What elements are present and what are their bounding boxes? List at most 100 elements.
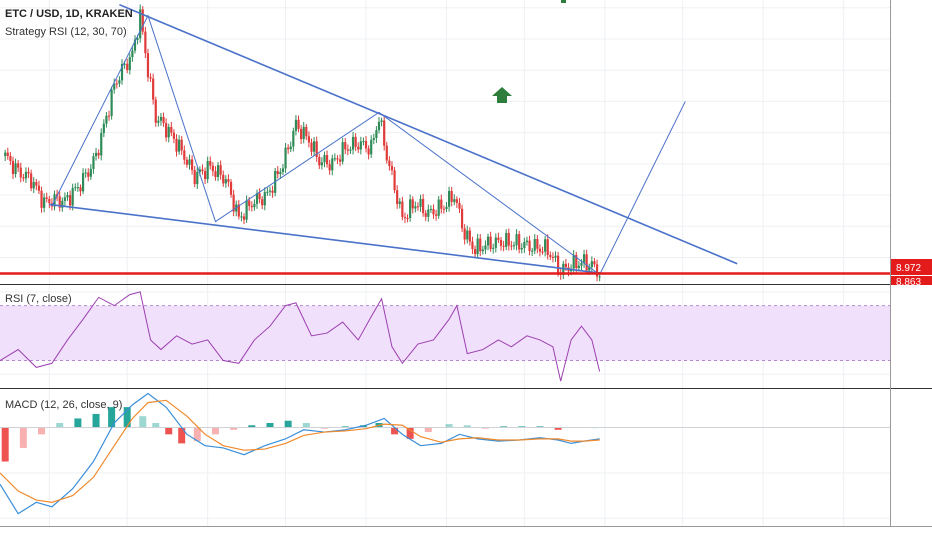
- candle-body: [289, 146, 292, 150]
- candle-body: [87, 172, 90, 177]
- macd-histogram-bar: [266, 423, 274, 428]
- candle-body: [455, 199, 458, 203]
- candle-body: [133, 39, 137, 51]
- candle-body: [198, 169, 201, 172]
- candle-body: [310, 142, 313, 152]
- candle-body: [17, 163, 20, 168]
- macd-histogram-bar: [554, 427, 562, 430]
- candle-body: [232, 194, 235, 212]
- candle-body: [118, 80, 121, 84]
- candle-body: [172, 132, 176, 139]
- candle-body: [536, 238, 539, 249]
- wave-path-line: [51, 14, 686, 276]
- candle-body: [336, 158, 339, 160]
- candle-body: [58, 196, 61, 208]
- macd-histogram-bar: [341, 426, 349, 428]
- candle-body: [180, 139, 183, 151]
- candle-body: [183, 150, 186, 160]
- symbol-label: ETC / USD, 1D, KRAKEN: [5, 8, 133, 20]
- candle-body: [284, 147, 287, 169]
- candle-body: [458, 202, 461, 209]
- candle-body: [515, 234, 518, 246]
- candle-body: [593, 261, 596, 265]
- signal-line: [0, 399, 600, 503]
- macd-histogram-bar: [56, 423, 64, 428]
- candle-body: [227, 179, 230, 182]
- candle-body: [435, 214, 438, 216]
- rsi-plot[interactable]: [0, 291, 890, 382]
- low-price-label: 8.863: [896, 277, 921, 288]
- candle-body: [505, 232, 508, 247]
- candle-body: [211, 165, 214, 172]
- candle-body: [590, 261, 593, 268]
- candle-body: [538, 248, 542, 252]
- candle-body: [411, 199, 414, 209]
- candle-body: [76, 187, 79, 189]
- candle-body: [178, 139, 181, 152]
- candle-body: [32, 182, 35, 189]
- low-price-badge: [891, 276, 932, 285]
- last-price-badge: [891, 259, 932, 275]
- candle-body: [253, 203, 256, 208]
- candle-body: [258, 193, 261, 200]
- macd-histogram-bar: [445, 424, 453, 428]
- candle-body: [193, 170, 196, 185]
- candle-body: [486, 236, 490, 246]
- candle-body: [115, 83, 118, 85]
- candle-body: [128, 57, 131, 71]
- candle-body: [359, 141, 362, 150]
- candle-body: [460, 208, 464, 229]
- candle-body: [383, 120, 386, 146]
- lower-wedge-line: [49, 203, 600, 274]
- candle-body: [544, 239, 547, 252]
- candle-body: [577, 265, 580, 269]
- macd-histogram-bar: [284, 420, 292, 428]
- candle-body: [149, 77, 152, 79]
- macd-label: MACD (12, 26, close, 9): [5, 399, 122, 411]
- candle-body: [120, 63, 124, 81]
- candle-body: [81, 173, 85, 192]
- macd-histogram-bar: [1, 427, 9, 462]
- candle-body: [468, 230, 471, 242]
- candle-body: [71, 188, 74, 206]
- macd-histogram-bar: [463, 425, 471, 428]
- candle-body: [271, 190, 274, 193]
- candle-body: [146, 53, 150, 78]
- candle-body: [582, 254, 586, 263]
- candle-body: [11, 160, 15, 175]
- candle-body: [40, 190, 43, 208]
- upper-wedge-line: [119, 3, 738, 265]
- candle-body: [263, 192, 266, 206]
- candle-body: [375, 130, 378, 139]
- candle-body: [113, 83, 116, 90]
- candle-body: [281, 168, 285, 172]
- rsi-line: [0, 291, 601, 382]
- macd-histogram-bar: [536, 426, 544, 428]
- candle-body: [294, 119, 298, 131]
- macd-histogram-bar: [74, 418, 82, 428]
- candle-body: [203, 171, 207, 180]
- candle-body: [107, 115, 111, 117]
- candle-body: [320, 162, 323, 166]
- candle-body: [279, 171, 282, 175]
- candle-body: [557, 255, 560, 274]
- candle-body: [68, 195, 72, 206]
- macd-histogram-bar: [152, 423, 160, 428]
- candle-body: [367, 148, 370, 155]
- candle-body: [196, 171, 199, 185]
- candle-body: [97, 152, 100, 156]
- macd-plot[interactable]: [0, 392, 890, 515]
- price-plot[interactable]: [0, 3, 890, 282]
- candle-body: [432, 208, 435, 215]
- candle-body: [497, 237, 500, 240]
- candle-body: [152, 78, 155, 100]
- candle-body: [276, 171, 279, 175]
- candle-body: [89, 168, 92, 177]
- candle-body: [110, 89, 113, 116]
- candle-body: [481, 249, 484, 252]
- candle-body: [390, 165, 394, 171]
- candle-body: [157, 120, 160, 123]
- candle-body: [377, 121, 381, 131]
- candle-body: [154, 99, 157, 123]
